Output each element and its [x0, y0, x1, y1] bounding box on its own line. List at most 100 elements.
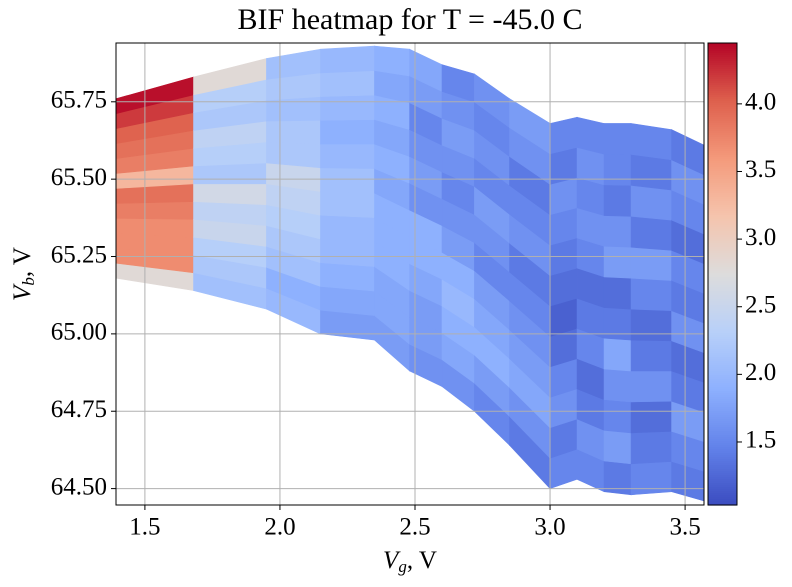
colorbar-band: [708, 245, 737, 248]
colorbar-band: [708, 425, 737, 428]
colorbar-band: [708, 105, 737, 108]
colorbar-band: [708, 65, 737, 68]
plot-frame: [115, 42, 705, 506]
colorbar-band: [708, 55, 737, 58]
colorbar-band: [708, 395, 737, 398]
colorbar-band: [708, 487, 737, 490]
colorbar-band: [708, 43, 737, 46]
colorbar-band: [708, 103, 737, 106]
heatmap-cell: [193, 183, 267, 205]
colorbar-band: [708, 329, 737, 332]
colorbar-band: [708, 471, 737, 474]
heatmap-cell: [116, 201, 194, 220]
colorbar-band: [708, 111, 737, 114]
heatmap-cell: [603, 215, 632, 248]
y-tick-label: 64.50: [51, 473, 107, 500]
colorbar-band: [708, 369, 737, 372]
colorbar-band: [708, 405, 737, 408]
colorbar-band: [708, 417, 737, 420]
colorbar-band: [708, 291, 737, 294]
colorbar-band: [708, 355, 737, 358]
colorbar-band: [708, 421, 737, 424]
colorbar-band: [708, 311, 737, 314]
heatmap-cell: [671, 249, 704, 294]
colorbar-band: [708, 219, 737, 222]
colorbar-band: [708, 221, 737, 224]
heatmap-cell: [630, 400, 672, 434]
colorbar-band: [708, 307, 737, 310]
chart-title: BIF heatmap for T = -45.0 C: [238, 3, 583, 36]
heatmap-cell: [671, 159, 704, 205]
colorbar-band: [708, 253, 737, 256]
colorbar-band: [708, 413, 737, 416]
colorbar-band: [708, 87, 737, 90]
colorbar-band: [708, 361, 737, 364]
colorbar-band: [708, 279, 737, 282]
heatmap-cell: [671, 280, 704, 324]
colorbar-band: [708, 387, 737, 390]
colorbar-band: [708, 401, 737, 404]
colorbar-band: [708, 251, 737, 254]
colorbar-band: [708, 277, 737, 280]
colorbar-band: [708, 71, 737, 74]
colorbar-band: [708, 397, 737, 400]
colorbar-band: [708, 157, 737, 160]
colorbar-band: [708, 503, 737, 506]
colorbar-band: [708, 349, 737, 352]
colorbar-band: [708, 331, 737, 334]
colorbar-band: [708, 77, 737, 80]
colorbar-band: [708, 423, 737, 426]
colorbar-band: [708, 143, 737, 146]
colorbar-band: [708, 149, 737, 152]
heatmap-cell: [603, 307, 632, 341]
colorbar-band: [708, 337, 737, 340]
colorbar-band: [708, 411, 737, 414]
y-tick-label: 64.75: [51, 396, 107, 423]
colorbar-band: [708, 121, 737, 124]
colorbar-band: [708, 483, 737, 486]
heatmap-cell: [320, 94, 375, 121]
colorbar-band: [708, 475, 737, 478]
colorbar-band: [708, 297, 737, 300]
colorbar-tick-label: 2.0: [745, 359, 776, 386]
colorbar-band: [708, 303, 737, 306]
colorbar-band: [708, 447, 737, 450]
y-tick-label: 65.00: [51, 319, 107, 346]
colorbar-band: [708, 125, 737, 128]
colorbar-band: [708, 119, 737, 122]
heatmap-cell: [320, 167, 375, 194]
colorbar-band: [708, 171, 737, 174]
colorbar-band: [708, 317, 737, 320]
heatmap-cell: [603, 460, 632, 496]
colorbar-band: [708, 479, 737, 482]
colorbar-band: [708, 489, 737, 492]
colorbar-band: [708, 407, 737, 410]
colorbar-band: [708, 175, 737, 178]
heatmap-cell: [671, 310, 704, 354]
colorbar-band: [708, 99, 737, 102]
colorbar-band: [708, 321, 737, 324]
colorbar-band: [708, 243, 737, 246]
colorbar-band: [708, 85, 737, 88]
colorbar-band: [708, 299, 737, 302]
colorbar-band: [708, 457, 737, 460]
colorbar-band: [708, 365, 737, 368]
colorbar-band: [708, 179, 737, 182]
axes: 1.5 2.0 2.5 3.0 3.5 64.50 64.75 65.00 65.25 65.50…: [51, 42, 776, 541]
colorbar-band: [708, 437, 737, 440]
colorbar-band: [708, 371, 737, 374]
colorbar-band: [708, 271, 737, 274]
colorbar-band: [708, 263, 737, 266]
colorbar-band: [708, 375, 737, 378]
colorbar-band: [708, 481, 737, 484]
colorbar-band: [708, 305, 737, 308]
colorbar-band: [708, 83, 737, 86]
colorbar-band: [708, 63, 737, 66]
x-tick-label: 3.0: [534, 514, 565, 541]
colorbar-band: [708, 477, 737, 480]
colorbar-band: [708, 161, 737, 164]
heatmap-cell: [671, 430, 704, 472]
colorbar-band: [708, 109, 737, 112]
colorbar-band: [708, 499, 737, 502]
x-tick-label: 3.5: [669, 514, 700, 541]
